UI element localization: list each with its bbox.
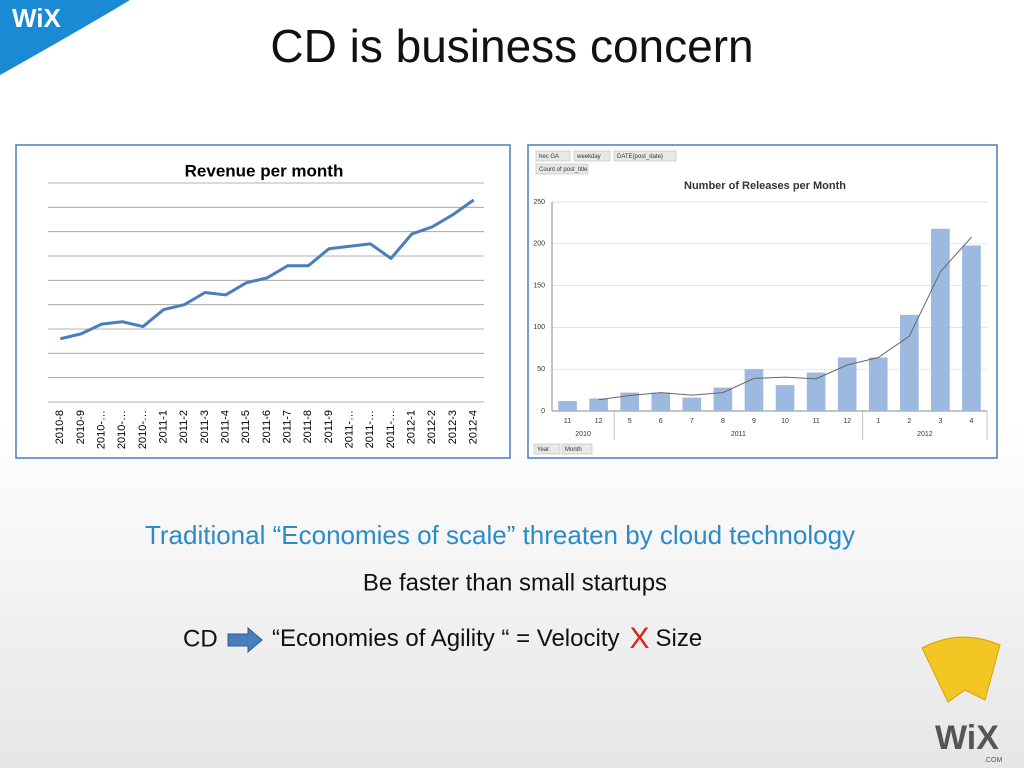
x-tick-label: 10 bbox=[781, 418, 789, 425]
bar bbox=[806, 372, 826, 411]
bar bbox=[713, 387, 733, 411]
bar bbox=[837, 357, 857, 411]
y-tick-label: 200 bbox=[533, 241, 545, 248]
logo-bottom-sub: .COM bbox=[984, 757, 1002, 764]
x-tick-label: 2010-8 bbox=[54, 410, 66, 444]
x-tick-label: 11 bbox=[564, 418, 571, 425]
pivot-button bbox=[533, 443, 561, 455]
y-tick-label: 150 bbox=[533, 282, 545, 289]
bar bbox=[589, 398, 608, 411]
x-tick-label: 2011-7 bbox=[282, 410, 294, 443]
x-tick-label: 2011-5 bbox=[240, 410, 252, 443]
y-tick-label: 0 bbox=[541, 408, 545, 415]
x-tick-label: 2012-2 bbox=[426, 410, 438, 444]
bar bbox=[682, 397, 702, 411]
x-tick-label: 2011-9 bbox=[323, 410, 335, 443]
x-tick-label: 2011-3 bbox=[199, 410, 211, 443]
x-tick-label: 2011-… bbox=[364, 410, 376, 448]
pivot-button-label: weekday bbox=[576, 154, 601, 160]
pivot-button-label: DATE(post_date) bbox=[617, 154, 663, 160]
x-tick-label: 2 bbox=[907, 418, 911, 425]
slide-title: CD is business concern bbox=[270, 20, 753, 72]
line bbox=[59, 198, 475, 341]
x-tick-label: 2011-6 bbox=[261, 410, 273, 443]
x-tick-label: 12 bbox=[843, 418, 851, 425]
x-tick-label: 9 bbox=[752, 418, 756, 425]
x-group-label: 2012 bbox=[917, 431, 933, 438]
bar bbox=[558, 400, 577, 411]
bar bbox=[651, 392, 671, 411]
bar bbox=[931, 228, 950, 411]
bar bbox=[962, 245, 981, 411]
x-tick-label: 2010-… bbox=[96, 410, 108, 449]
y-tick-label: 100 bbox=[533, 324, 545, 331]
x-group-label: 2011 bbox=[731, 431, 746, 438]
x-tick-label: 2011-1 bbox=[158, 410, 170, 443]
bar bbox=[744, 369, 764, 411]
bar bbox=[775, 385, 795, 411]
x-tick-label: 2010-… bbox=[116, 410, 128, 449]
x-tick-label: 5 bbox=[628, 418, 632, 425]
x-tick-label: 2011-4 bbox=[220, 410, 232, 443]
releases-chart: hec GA weekday DATE(post_date) Count of pos… bbox=[533, 150, 988, 455]
pivot-button-label: Month bbox=[565, 447, 582, 453]
x-tick-label: 7 bbox=[690, 418, 694, 425]
pivot-button bbox=[613, 150, 677, 162]
logo-bottom: WiX bbox=[935, 719, 999, 757]
text-line: CD bbox=[183, 625, 218, 652]
bar bbox=[620, 392, 639, 411]
chart-title: Revenue per month bbox=[185, 161, 344, 180]
pivot-button-label: Year bbox=[537, 447, 549, 453]
x-tick-label: 4 bbox=[970, 418, 974, 425]
logo-mascot bbox=[921, 636, 1001, 703]
x-tick-label: 2011-8 bbox=[302, 410, 314, 443]
pivot-button bbox=[535, 163, 589, 175]
x-tick-label: 1 bbox=[876, 418, 880, 425]
arrow bbox=[227, 626, 263, 654]
x-tick-label: 2012-3 bbox=[447, 410, 459, 444]
text-line: Be faster than small startups bbox=[363, 569, 667, 596]
bar bbox=[900, 314, 919, 411]
text-part: Size bbox=[656, 625, 703, 652]
text-part: “Economies of Agility “ = Velocity bbox=[272, 625, 619, 652]
text-line: Traditional “Economies of scale” threate… bbox=[145, 520, 855, 550]
y-tick-label: 250 bbox=[533, 199, 545, 206]
pivot-button bbox=[561, 443, 593, 455]
pivot-button-label: hec GA bbox=[539, 154, 559, 160]
x-tick-label: 2011-… bbox=[385, 410, 397, 448]
x-tick-label: 2012-1 bbox=[406, 410, 418, 444]
chart-frame bbox=[15, 144, 511, 459]
x-tick-label: 3 bbox=[938, 418, 942, 425]
pivot-button bbox=[573, 150, 611, 162]
x-tick-label: 2010-9 bbox=[75, 410, 87, 444]
x-tick-label: 2011-2 bbox=[178, 410, 190, 443]
bar bbox=[868, 357, 888, 411]
text-line: “Economies of Agility “ = Velocity X Size bbox=[272, 622, 702, 655]
x-tick-label: 2011-… bbox=[344, 410, 356, 448]
trend-line bbox=[598, 236, 972, 401]
chart-title: Number of Releases per Month bbox=[684, 180, 846, 192]
x-tick-label: 2010-… bbox=[137, 410, 149, 449]
logo-swoosh bbox=[0, 0, 130, 75]
x-tick-label: 12 bbox=[595, 418, 603, 425]
y-tick-label: 50 bbox=[537, 366, 545, 373]
logo-top: WiX bbox=[12, 3, 62, 33]
x-group-label: 2010 bbox=[575, 431, 591, 438]
pivot-button bbox=[535, 150, 571, 162]
x-tick-label: 8 bbox=[721, 418, 725, 425]
x-tick-label: 11 bbox=[812, 418, 819, 425]
revenue-chart: Revenue per month 2010-8 2010-9 2010-… 2010-… bbox=[48, 161, 484, 449]
text-part: X bbox=[629, 622, 649, 655]
x-tick-label: 2012-4 bbox=[468, 410, 480, 444]
x-tick-label: 6 bbox=[659, 418, 663, 425]
pivot-button-label: Count of post_title bbox=[539, 167, 588, 173]
